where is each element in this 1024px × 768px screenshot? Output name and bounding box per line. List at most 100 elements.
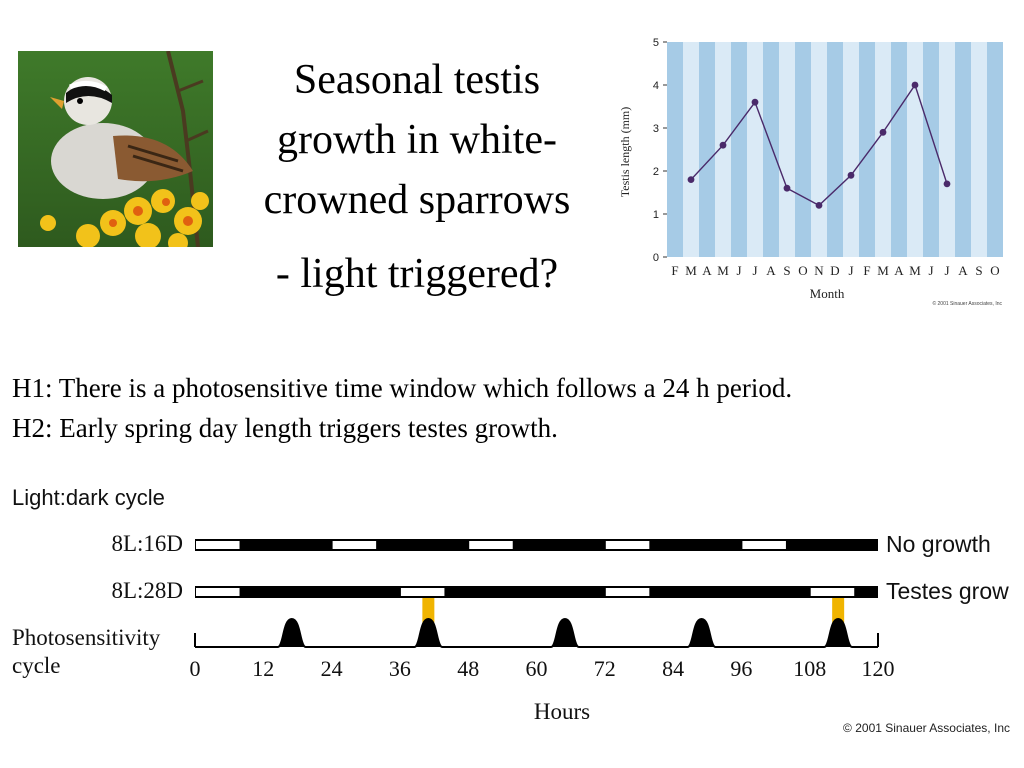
x-tick-label: 0 <box>190 656 201 681</box>
slide-title: Seasonal testis growth in white- crowned… <box>222 50 612 304</box>
x-tick-label: J <box>944 263 949 278</box>
y-tick-label: 3 <box>653 123 659 135</box>
light-period <box>810 588 855 596</box>
month-stripe <box>683 42 699 257</box>
coincidence-marker <box>422 598 435 624</box>
light-period <box>196 541 240 549</box>
month-stripe <box>763 42 779 257</box>
hypothesis-1: H1: There is a photosensitive time windo… <box>12 373 793 403</box>
x-tick-label: O <box>990 263 999 278</box>
copyright-small: © 2001 Sinauer Associates, Inc <box>932 300 1002 307</box>
data-point <box>815 202 823 209</box>
x-tick-label: 48 <box>457 656 479 681</box>
y-tick-label: 0 <box>653 252 659 264</box>
month-stripes <box>667 42 1003 257</box>
y-tick-label: 5 <box>653 37 659 49</box>
x-tick-label: F <box>863 263 870 278</box>
data-point <box>783 184 791 192</box>
light-dark-cycle-chart: Light:dark cycle 8L:16D No growth 8L:28D Te… <box>12 485 1010 735</box>
y-tick-label: 1 <box>653 209 659 221</box>
data-point <box>687 176 695 184</box>
light-period <box>196 588 240 596</box>
x-axis-ticks: 0 12 24 36 48 60 72 84 96 108 120 <box>190 633 895 681</box>
row-outcome: Testes grow <box>886 578 1009 604</box>
x-tick-label: S <box>975 263 982 278</box>
copyright: © 2001 Sinauer Associates, Inc <box>843 721 1010 735</box>
month-stripe <box>667 42 683 257</box>
x-axis-label: Month <box>810 286 845 301</box>
x-tick-label: J <box>928 263 933 278</box>
month-stripe <box>923 42 939 257</box>
month-stripe <box>907 42 923 257</box>
chart-title: Light:dark cycle <box>12 485 165 510</box>
data-point <box>751 98 759 106</box>
y-axis-ticks: 0 1 2 3 4 5 <box>653 37 667 264</box>
month-stripe <box>699 42 715 257</box>
light-period <box>605 588 650 596</box>
coincidence-marker <box>832 598 845 624</box>
title-line: Seasonal testis <box>293 57 541 103</box>
x-tick-label: 108 <box>793 656 826 681</box>
x-tick-label: J <box>752 263 757 278</box>
x-tick-label: M <box>717 263 729 278</box>
series-points <box>687 81 951 209</box>
y-tick-label: 2 <box>653 166 659 178</box>
x-tick-label: 120 <box>862 656 895 681</box>
x-tick-label: O <box>798 263 807 278</box>
title-line: growth in white- <box>277 117 557 163</box>
hypotheses: H1: There is a photosensitive time windo… <box>12 368 1017 448</box>
data-point <box>719 141 727 149</box>
y-axis-label: Testis length (mm) <box>618 107 632 197</box>
photosensitivity-label: Photosensitivity <box>12 625 161 650</box>
white-crowned-sparrow-photo <box>18 51 213 247</box>
month-stripe <box>891 42 907 257</box>
x-tick-label: M <box>685 263 697 278</box>
title-line: - light triggered? <box>275 251 559 297</box>
x-tick-label: 12 <box>252 656 274 681</box>
data-point <box>911 81 919 89</box>
month-stripe <box>987 42 1003 257</box>
x-tick-label: M <box>877 263 889 278</box>
light-period <box>742 541 786 549</box>
x-tick-label: 24 <box>321 656 343 681</box>
light-period <box>332 541 377 549</box>
row-outcome: No growth <box>886 531 991 557</box>
x-tick-label: F <box>671 263 678 278</box>
x-tick-label: J <box>848 263 853 278</box>
x-tick-label: D <box>830 263 839 278</box>
data-point <box>879 128 887 136</box>
x-tick-label: 36 <box>389 656 411 681</box>
y-tick-label: 4 <box>653 80 659 92</box>
x-tick-label: 96 <box>730 656 752 681</box>
month-stripe <box>827 42 843 257</box>
x-axis-label: Hours <box>534 699 590 724</box>
x-tick-label: 84 <box>662 656 684 681</box>
x-tick-label: M <box>909 263 921 278</box>
month-stripe <box>715 42 731 257</box>
month-stripe <box>843 42 859 257</box>
dark-bar <box>195 586 878 598</box>
month-stripe <box>955 42 971 257</box>
data-point <box>847 171 855 179</box>
light-period <box>605 541 650 549</box>
month-stripe <box>939 42 955 257</box>
data-point <box>943 180 951 188</box>
month-stripe <box>747 42 763 257</box>
x-tick-label: A <box>894 263 904 278</box>
month-stripe <box>779 42 795 257</box>
photosensitivity-curve <box>195 617 878 648</box>
x-tick-label: J <box>736 263 741 278</box>
title-line: crowned sparrows <box>263 177 571 223</box>
x-tick-label: S <box>783 263 790 278</box>
month-stripe <box>811 42 827 257</box>
month-stripe <box>795 42 811 257</box>
x-tick-label: N <box>814 263 824 278</box>
light-period <box>400 588 445 596</box>
month-stripe <box>971 42 987 257</box>
cycle-rows: 8L:16D No growth 8L:28D Testes grow <box>111 531 1009 604</box>
month-stripe <box>875 42 891 257</box>
coincidence-markers <box>422 598 845 624</box>
x-tick-label: A <box>702 263 712 278</box>
x-tick-label: A <box>958 263 968 278</box>
